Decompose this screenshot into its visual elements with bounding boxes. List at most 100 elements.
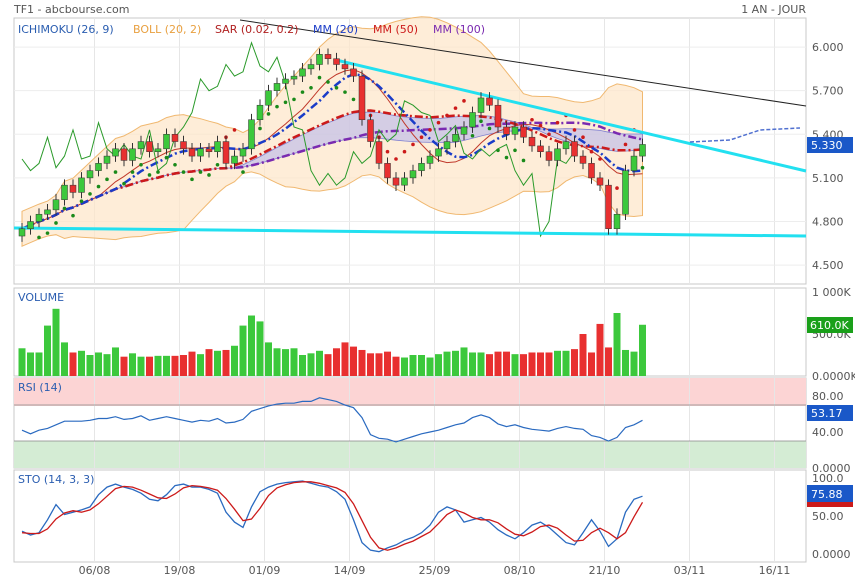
rsi-overbought-zone: [14, 378, 806, 406]
sar-dot: [275, 104, 279, 109]
rsi-tick-label: 0.0000: [812, 462, 851, 475]
sar-dot: [71, 213, 75, 218]
volume-bar: [282, 349, 289, 376]
x-tick-label: 19/08: [164, 564, 196, 577]
volume-bar: [112, 347, 119, 376]
last-volume-badge: [807, 317, 853, 333]
candle-body: [435, 148, 442, 157]
sar-dot: [445, 113, 449, 118]
volume-bar: [358, 349, 366, 376]
sar-dot: [555, 120, 560, 125]
candle-body: [443, 141, 451, 150]
sar-dot: [581, 135, 585, 139]
candle-body: [630, 155, 638, 171]
candle-body: [477, 97, 485, 113]
mm50-line: [21, 109, 643, 230]
sar-dot: [640, 165, 645, 170]
candle-body: [426, 155, 434, 164]
candle-body: [511, 126, 519, 135]
volume-bars: [18, 308, 646, 376]
candle-body: [171, 134, 179, 142]
legend-mm50: MM (50): [373, 23, 418, 36]
volume-bar: [129, 353, 136, 376]
candle-body: [222, 141, 230, 164]
candle-body: [86, 170, 94, 179]
sar-dot: [156, 170, 160, 174]
sar-dot: [283, 100, 288, 105]
sar-dot: [309, 85, 313, 90]
volume-bar: [333, 348, 340, 376]
sar-dot: [547, 132, 551, 137]
sar-dot: [37, 235, 41, 240]
x-tick-label: 03/11: [674, 564, 706, 577]
legend-mm100: MM (100): [433, 23, 485, 36]
sar-dot: [96, 184, 101, 189]
candle-body: [571, 141, 578, 157]
volume-bar: [27, 352, 34, 376]
candle-body: [146, 141, 153, 152]
volume-bar: [596, 323, 604, 376]
sar-dot: [470, 133, 475, 138]
candle-body: [545, 151, 553, 161]
volume-bar: [180, 355, 187, 376]
volume-bar: [375, 353, 383, 376]
sar-dot: [504, 155, 509, 160]
candle-body: [358, 75, 366, 120]
sar-dot: [479, 119, 483, 124]
volume-bar: [605, 347, 612, 376]
volume-bar: [231, 345, 238, 376]
sto-panel-frame: [13, 469, 807, 563]
candle-body: [239, 148, 247, 157]
volume-bar: [95, 352, 102, 376]
candle-body: [494, 104, 502, 128]
candle-body: [231, 155, 238, 164]
trendline-cyan-lower: [13, 226, 807, 238]
candle-body: [613, 213, 621, 230]
oscillator-lines: [14, 397, 806, 553]
sar-dot: [147, 173, 152, 177]
candle-body: [214, 141, 221, 152]
indicator-legend: ICHIMOKU (26, 9) BOLL (20, 2) SAR (0.02,…: [18, 23, 485, 36]
sar-dot: [113, 170, 118, 174]
sar-dot: [598, 157, 602, 161]
sar-dot: [436, 120, 441, 125]
sar-dot: [181, 170, 186, 174]
volume-bar: [426, 357, 434, 376]
price-tick-label: 6.000: [812, 41, 844, 54]
candle-body: [273, 83, 281, 91]
volume-bar: [477, 352, 485, 376]
volume-bar: [316, 350, 323, 376]
volume-tick-label: 1 000K: [812, 286, 851, 299]
volume-bar: [469, 352, 476, 376]
volume-bar: [214, 350, 221, 376]
candle-body: [375, 141, 383, 164]
candle-body: [537, 145, 544, 152]
trendline-black: [239, 19, 807, 107]
rsi-tick-label: 80.00: [812, 390, 844, 403]
candle-body: [460, 126, 468, 135]
volume-bar: [630, 351, 638, 376]
volume-bar: [511, 354, 519, 376]
volume-bar: [299, 355, 306, 376]
mm20-line: [21, 72, 643, 230]
candle-body: [299, 68, 306, 77]
candle-body: [180, 141, 187, 150]
sar-dot: [139, 163, 143, 167]
sar-dot: [45, 231, 50, 235]
rsi-oversold-zone: [14, 441, 806, 468]
volume-bar: [401, 357, 408, 376]
price-tick-label: 4.500: [812, 259, 844, 272]
last-sto-value: 75.88: [811, 488, 843, 501]
sar-dot: [496, 148, 500, 153]
candle-body: [163, 134, 170, 150]
axis-labels: 06/08 19/08 01/09 14/09 25/09 08/10 21/10 03/11…: [79, 41, 855, 577]
candle-body: [401, 177, 408, 186]
sar-dot: [207, 173, 211, 177]
price-tick-label: 5.100: [812, 172, 844, 185]
sar-dot: [54, 221, 58, 225]
sar-dot: [130, 170, 135, 174]
candle-body: [392, 177, 400, 186]
x-tick-label: 14/09: [334, 564, 366, 577]
candle-body: [324, 54, 332, 59]
last-price-badge: [807, 137, 853, 153]
